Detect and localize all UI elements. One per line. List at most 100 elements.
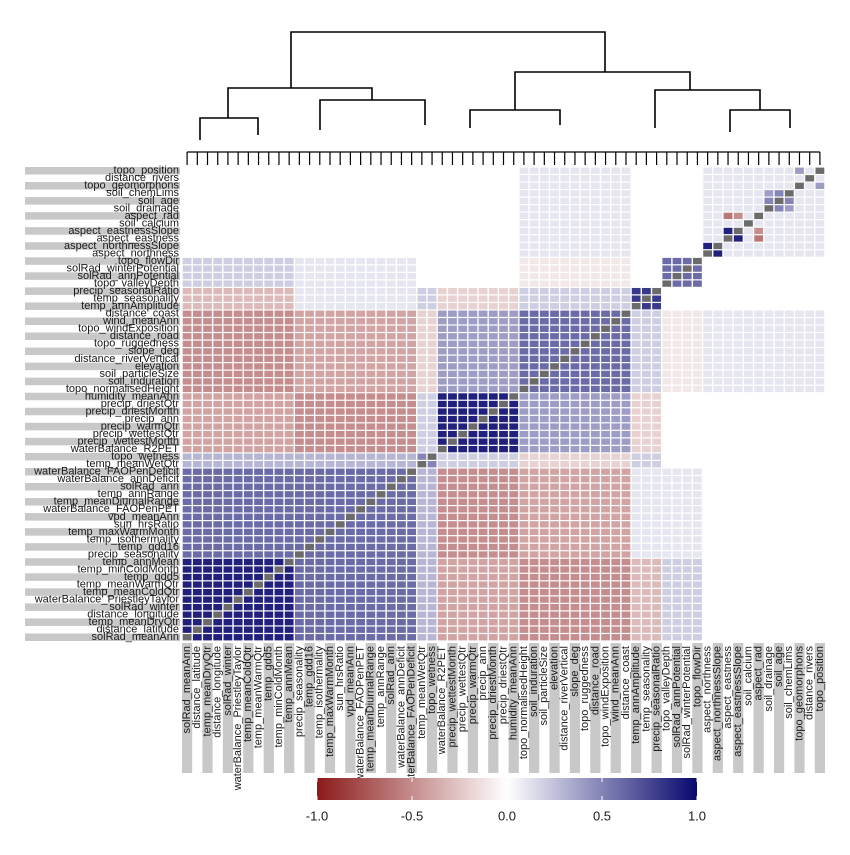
heatmap-cell <box>305 265 314 272</box>
heatmap-cell <box>570 295 580 302</box>
heatmap-cell <box>744 295 753 302</box>
heatmap-cell <box>448 355 457 363</box>
heatmap-cell <box>427 318 437 325</box>
heatmap-cell <box>529 551 539 558</box>
heatmap-cell <box>182 182 192 189</box>
heatmap-cell <box>407 340 417 347</box>
heatmap-cell <box>529 227 539 235</box>
heatmap-cell <box>713 588 723 596</box>
heatmap-cell <box>407 205 417 212</box>
heatmap-cell <box>611 528 621 536</box>
heatmap-cell <box>805 257 815 265</box>
heatmap-cell <box>580 581 590 588</box>
heatmap-cell <box>213 378 223 385</box>
heatmap-cell <box>784 513 794 521</box>
heatmap-cell <box>815 220 825 227</box>
heatmap-cell <box>611 626 621 633</box>
heatmap-cell <box>468 287 478 295</box>
heatmap-cell <box>192 220 202 227</box>
heatmap-cell <box>182 370 192 378</box>
heatmap-cell <box>386 634 396 641</box>
heatmap-cell <box>458 491 468 498</box>
heatmap-cell <box>652 596 661 603</box>
heatmap-cell <box>611 205 621 212</box>
heatmap-cell <box>539 611 549 618</box>
heatmap-cell <box>733 573 743 581</box>
heatmap-cell <box>335 235 345 242</box>
heatmap-cell <box>703 438 713 445</box>
heatmap-cell <box>774 483 784 490</box>
heatmap-cell <box>550 175 559 182</box>
heatmap-cell <box>448 212 457 220</box>
diagonal-cell <box>805 175 815 182</box>
heatmap-cell <box>478 551 488 558</box>
heatmap-cell <box>580 310 590 317</box>
heatmap-cell <box>233 220 243 227</box>
heatmap-cell <box>519 596 529 603</box>
heatmap-cell <box>539 287 549 295</box>
heatmap-cell <box>437 378 447 385</box>
heatmap-cell <box>693 483 702 490</box>
heatmap-cell <box>570 220 580 227</box>
heatmap-cell <box>550 272 559 280</box>
heatmap-cell <box>733 197 743 205</box>
heatmap-cell <box>366 543 376 551</box>
heatmap-cell <box>223 378 233 385</box>
heatmap-cell <box>223 235 233 242</box>
heatmap-cell <box>601 393 610 400</box>
heatmap-cell <box>744 205 753 212</box>
heatmap-cell <box>315 197 325 205</box>
heatmap-cell <box>805 378 815 385</box>
dendrogram-branch <box>514 71 691 110</box>
heatmap-cell <box>774 205 784 212</box>
heatmap-cell <box>335 543 345 551</box>
heatmap-cell <box>723 385 733 393</box>
heatmap-cell <box>764 310 774 317</box>
heatmap-cell <box>611 603 621 611</box>
heatmap-cell <box>315 573 325 581</box>
heatmap-cell <box>325 603 335 611</box>
heatmap-cell <box>182 295 192 302</box>
heatmap-cell <box>703 536 713 543</box>
heatmap-cell <box>243 400 253 408</box>
heatmap-cell <box>621 461 631 468</box>
heatmap-cell <box>815 303 825 310</box>
heatmap-cell <box>478 318 488 325</box>
heatmap-cell <box>294 543 304 551</box>
heatmap-cell <box>468 415 478 423</box>
heatmap-cell <box>274 491 284 498</box>
heatmap-cell <box>294 438 304 445</box>
row-label: temp_annAmplitude <box>81 300 179 312</box>
diagonal-cell <box>499 400 508 408</box>
heatmap-cell <box>294 333 304 340</box>
heatmap-cell <box>754 190 764 197</box>
heatmap-cell <box>682 566 692 573</box>
heatmap-cell <box>356 333 366 340</box>
heatmap-cell <box>590 400 600 408</box>
heatmap-cell <box>754 453 764 460</box>
heatmap-cell <box>437 543 447 551</box>
heatmap-cell <box>182 468 192 475</box>
heatmap-cell <box>621 220 631 227</box>
heatmap-cell <box>703 167 713 174</box>
heatmap-cell <box>652 536 661 543</box>
heatmap-cell <box>795 626 804 633</box>
heatmap-cell <box>693 536 702 543</box>
heatmap-cell <box>458 573 468 581</box>
row-label: sun_hrsRatio <box>114 518 179 530</box>
heatmap-cell <box>682 393 692 400</box>
heatmap-cell <box>784 536 794 543</box>
heatmap-cell <box>723 415 733 423</box>
heatmap-cell <box>499 551 508 558</box>
heatmap-cell <box>774 227 784 235</box>
heatmap-cell <box>192 521 202 528</box>
heatmap-cell <box>509 626 519 633</box>
heatmap-cell <box>499 423 508 430</box>
heatmap-cell <box>795 212 804 220</box>
heatmap-cell <box>550 295 559 302</box>
heatmap-cell <box>580 205 590 212</box>
diagonal-cell <box>744 220 753 227</box>
heatmap-cell <box>274 227 284 235</box>
heatmap-cell <box>713 287 723 295</box>
heatmap-cell <box>539 423 549 430</box>
